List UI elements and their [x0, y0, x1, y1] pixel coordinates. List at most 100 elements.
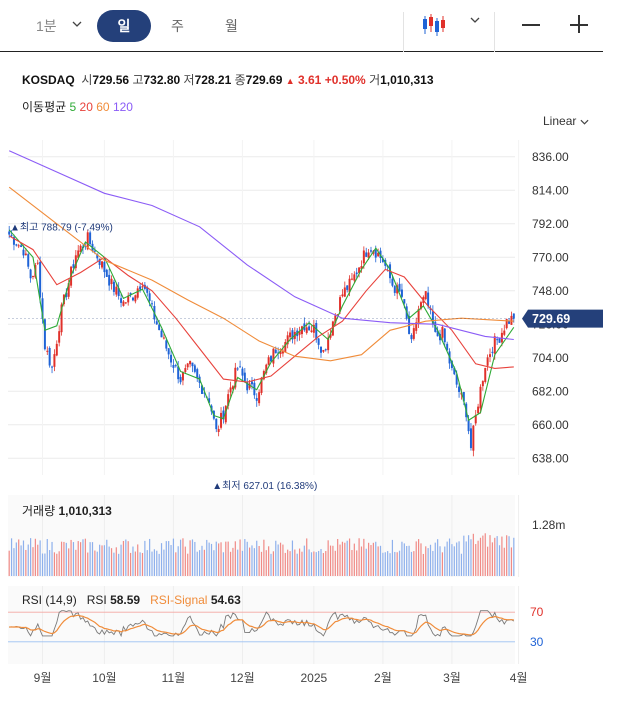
volume-bar — [510, 547, 513, 576]
candle — [441, 326, 444, 338]
candle — [289, 332, 292, 338]
candlestick-chart-icon[interactable] — [422, 12, 446, 40]
y-tick-label: 836.00 — [532, 150, 569, 164]
candle — [343, 287, 346, 297]
candle — [305, 327, 308, 333]
volume-bar — [13, 548, 15, 576]
volume-bar — [182, 538, 184, 576]
volume-bar — [115, 547, 117, 576]
volume-bar — [232, 547, 234, 576]
volume-bar — [172, 538, 175, 576]
volume-bar — [375, 541, 377, 576]
candle — [317, 338, 320, 345]
volume-bar — [498, 545, 501, 576]
volume-bar — [496, 536, 498, 576]
candle — [279, 351, 282, 355]
volume-bar — [353, 543, 355, 576]
candle — [327, 337, 330, 351]
zoom-in-icon[interactable] — [578, 15, 580, 33]
volume-bar — [229, 551, 232, 576]
volume-bar — [163, 549, 165, 576]
volume-bar — [389, 553, 391, 576]
period-dropdown[interactable]: 1분 — [36, 18, 57, 34]
tab-week[interactable]: 주 — [171, 18, 184, 34]
candle — [170, 354, 173, 363]
volume-bar — [146, 550, 148, 576]
volume-bar — [279, 542, 282, 576]
y-tick-label: 814.00 — [532, 183, 569, 197]
candle — [115, 286, 118, 295]
candle — [419, 302, 422, 309]
volume-bar — [437, 539, 439, 576]
volume-bar — [127, 541, 129, 576]
chevron-down-icon[interactable] — [72, 0, 82, 50]
volume-bar — [275, 540, 277, 576]
candle — [512, 313, 515, 319]
volume-bar — [44, 553, 46, 576]
candle — [146, 287, 149, 293]
volume-bar — [268, 546, 270, 576]
volume-bar — [448, 538, 451, 576]
zoom-out-icon[interactable] — [522, 24, 540, 26]
rsi-tick-label: 30 — [530, 635, 544, 649]
candle — [193, 365, 196, 372]
candle — [391, 278, 394, 286]
volume-bar — [218, 543, 220, 576]
candle — [472, 425, 475, 451]
volume-bar — [253, 548, 255, 576]
candle — [220, 412, 223, 428]
candle — [177, 366, 180, 380]
volume-bar — [118, 553, 120, 576]
volume-bar — [506, 535, 508, 576]
chevron-down-icon — [580, 119, 589, 125]
candle — [270, 356, 273, 362]
ma-line-120 — [8, 150, 514, 341]
high-label: 고 — [132, 73, 144, 87]
volume-bar — [63, 541, 65, 576]
candle — [151, 303, 154, 305]
low-annotation: ▲최저 627.01 (16.38%) — [212, 480, 317, 492]
volume-bar — [234, 541, 236, 576]
candle — [120, 298, 123, 303]
volume-bar — [482, 535, 484, 576]
volume-bar — [470, 539, 472, 576]
volume-bar — [189, 540, 191, 576]
volume-bar — [110, 548, 113, 576]
volume-bar — [87, 552, 89, 576]
volume-bar — [439, 546, 441, 576]
scale-dropdown[interactable]: Linear — [543, 114, 589, 128]
ma-legend-60: 60 — [96, 100, 110, 114]
volume-bar — [365, 548, 367, 576]
volume-bar — [484, 533, 486, 576]
volume-bar — [65, 542, 67, 576]
volume-tick-label: 1.28m — [532, 518, 565, 532]
volume-bar — [398, 550, 401, 576]
rsi-series-value: 58.59 — [110, 593, 141, 607]
candle — [58, 331, 61, 343]
volume-bar — [113, 552, 115, 576]
volume-bar — [196, 551, 198, 576]
tab-day[interactable]: 일 — [97, 10, 151, 42]
volume-bar — [372, 542, 374, 576]
candle — [315, 322, 318, 340]
chevron-down-icon[interactable] — [470, 0, 480, 46]
tab-month[interactable]: 월 — [225, 18, 238, 34]
candle — [72, 264, 75, 268]
volume-bar — [444, 546, 446, 576]
candle — [300, 326, 303, 335]
candle — [217, 428, 220, 432]
volume-bar — [310, 552, 313, 576]
ma-legend[interactable]: 이동평균 5 20 60 120 — [22, 98, 133, 115]
y-tick-label: 792.00 — [532, 217, 569, 231]
candle — [234, 367, 237, 388]
volume-bar — [287, 549, 289, 576]
candle — [46, 350, 49, 352]
candle — [122, 301, 125, 306]
volume-bar — [294, 549, 296, 576]
volume-bar — [408, 545, 410, 576]
volume-bar — [106, 539, 108, 576]
volume-bar — [403, 543, 405, 576]
volume-bar — [141, 552, 144, 576]
volume-bar — [427, 548, 429, 576]
